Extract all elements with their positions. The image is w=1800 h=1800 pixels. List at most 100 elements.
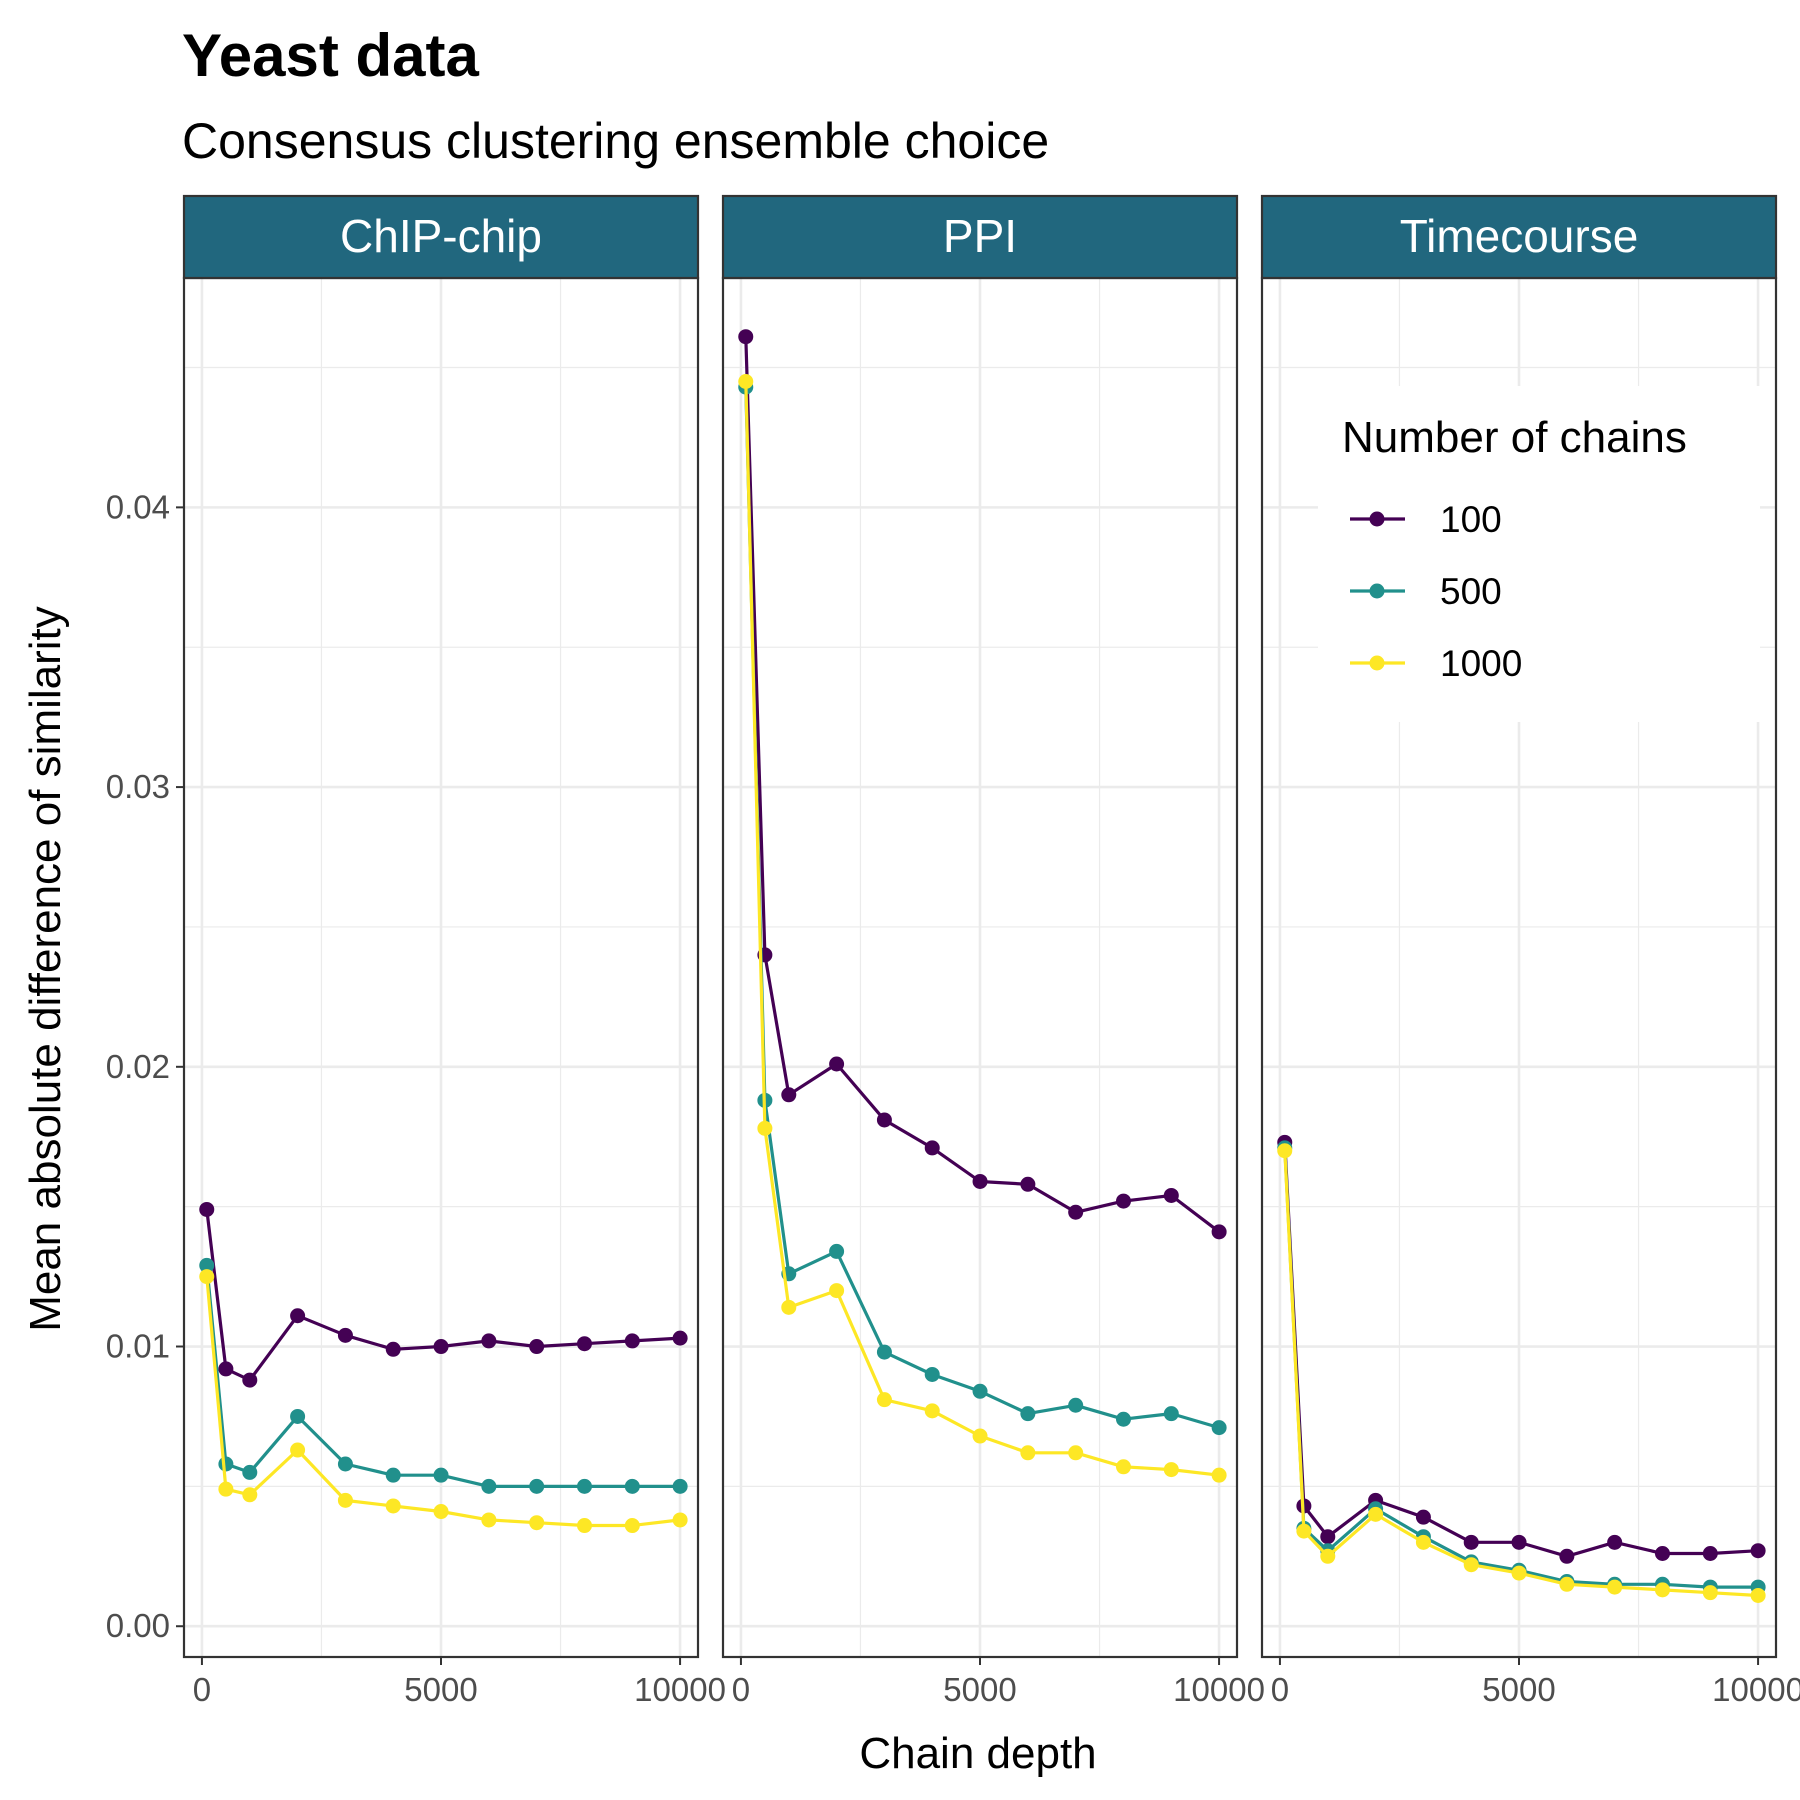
facet-strip <box>1260 194 1778 280</box>
data-point-1000 <box>1296 1523 1312 1539</box>
chart-subtitle: Consensus clustering ensemble choice <box>182 113 1049 169</box>
data-point-500 <box>529 1478 545 1494</box>
data-point-100 <box>1211 1224 1227 1240</box>
data-point-100 <box>972 1173 988 1189</box>
data-point-100 <box>481 1333 497 1349</box>
data-point-100 <box>924 1140 940 1156</box>
legend-entry-label: 100 <box>1440 499 1502 540</box>
data-point-1000 <box>576 1518 592 1534</box>
data-point-500 <box>242 1464 258 1480</box>
data-point-500 <box>1068 1397 1084 1413</box>
data-point-1000 <box>199 1269 215 1285</box>
y-tick-label: 0.01 <box>106 1328 170 1365</box>
data-point-500 <box>1020 1406 1036 1422</box>
data-point-1000 <box>1320 1548 1336 1564</box>
data-point-100 <box>672 1330 688 1346</box>
data-point-500 <box>924 1366 940 1382</box>
data-point-500 <box>876 1344 892 1360</box>
y-tick-label: 0.04 <box>106 488 170 525</box>
legend-entry-label: 500 <box>1440 571 1502 612</box>
data-point-1000 <box>1211 1467 1227 1483</box>
x-tick-label: 5000 <box>943 1671 1016 1708</box>
data-point-500 <box>337 1456 353 1472</box>
data-point-100 <box>385 1341 401 1357</box>
data-point-100 <box>1068 1204 1084 1220</box>
data-point-500 <box>433 1467 449 1483</box>
facet-strip-label: Timecourse <box>1400 210 1639 262</box>
data-point-1000 <box>672 1512 688 1528</box>
data-point-100 <box>1750 1543 1766 1559</box>
x-tick-label: 10000 <box>634 1671 726 1708</box>
y-tick-label: 0.00 <box>106 1607 170 1644</box>
series-line-1000 <box>744 381 1220 1477</box>
data-point-100 <box>242 1372 258 1388</box>
data-point-100 <box>1607 1534 1623 1550</box>
data-point-500 <box>385 1467 401 1483</box>
data-point-1000 <box>1163 1462 1179 1478</box>
data-point-100 <box>829 1056 845 1072</box>
data-point-100 <box>738 329 754 345</box>
data-point-100 <box>1320 1529 1336 1545</box>
x-axis-label: Chain depth <box>859 1729 1096 1778</box>
data-point-1000 <box>433 1504 449 1520</box>
data-point-500 <box>829 1243 845 1259</box>
data-point-500 <box>1163 1406 1179 1422</box>
data-point-500 <box>199 1257 215 1273</box>
data-point-1000 <box>1702 1585 1718 1601</box>
series-line-100 <box>744 336 1221 1234</box>
data-point-1000 <box>1415 1534 1431 1550</box>
data-point-100 <box>781 1087 797 1103</box>
data-point-1000 <box>1750 1587 1766 1603</box>
data-point-1000 <box>1559 1576 1575 1592</box>
x-tick-label: 10000 <box>1712 1671 1800 1708</box>
data-point-500 <box>576 1478 592 1494</box>
data-point-1000 <box>290 1442 306 1458</box>
y-tick-label: 0.02 <box>106 1048 170 1085</box>
data-point-1000 <box>1068 1445 1084 1461</box>
chart-title: Yeast data <box>182 22 479 89</box>
data-point-1000 <box>1607 1579 1623 1595</box>
y-tick-label: 0.03 <box>106 768 170 805</box>
x-tick-label: 5000 <box>404 1671 477 1708</box>
data-point-100 <box>337 1327 353 1343</box>
facet-strip-label: ChIP-chip <box>340 210 542 262</box>
data-point-1000 <box>876 1392 892 1408</box>
data-point-1000 <box>1511 1565 1527 1581</box>
facet-panel-chip-chip: ChIP-chip 0 5000 10000 <box>182 194 726 1708</box>
data-point-100 <box>218 1361 234 1377</box>
series-line-500 <box>744 387 1220 1430</box>
data-point-500 <box>672 1478 688 1494</box>
data-point-1000 <box>1463 1557 1479 1573</box>
data-point-1000 <box>1020 1445 1036 1461</box>
data-point-1000 <box>242 1487 258 1503</box>
legend-entry-label: 1000 <box>1440 643 1522 684</box>
facet-strip <box>182 194 700 280</box>
x-tick-label: 0 <box>732 1671 750 1708</box>
data-point-500 <box>624 1478 640 1494</box>
data-point-1000 <box>218 1481 234 1497</box>
data-point-1000 <box>924 1403 940 1419</box>
data-point-1000 <box>1654 1582 1670 1598</box>
legend-background <box>1318 386 1760 722</box>
data-point-500 <box>290 1408 306 1424</box>
data-point-100 <box>1702 1546 1718 1562</box>
data-point-100 <box>1463 1534 1479 1550</box>
data-point-1000 <box>781 1299 797 1315</box>
data-point-100 <box>1020 1176 1036 1192</box>
data-point-100 <box>290 1308 306 1324</box>
data-point-100 <box>199 1201 215 1217</box>
data-point-1000 <box>1368 1506 1384 1522</box>
data-point-1000 <box>529 1515 545 1531</box>
data-point-500 <box>481 1478 497 1494</box>
data-point-100 <box>1654 1546 1670 1562</box>
data-point-100 <box>1115 1193 1131 1209</box>
data-point-1000 <box>337 1492 353 1508</box>
legend: Number of chains 100 500 1000 <box>1318 386 1760 722</box>
data-point-1000 <box>385 1498 401 1514</box>
legend-title: Number of chains <box>1342 413 1687 462</box>
data-point-500 <box>218 1456 234 1472</box>
data-point-100 <box>576 1336 592 1352</box>
data-point-500 <box>1211 1420 1227 1436</box>
facet-panel-ppi: PPI 0 5000 10000 <box>721 194 1265 1708</box>
legend-key-point <box>1369 583 1385 599</box>
